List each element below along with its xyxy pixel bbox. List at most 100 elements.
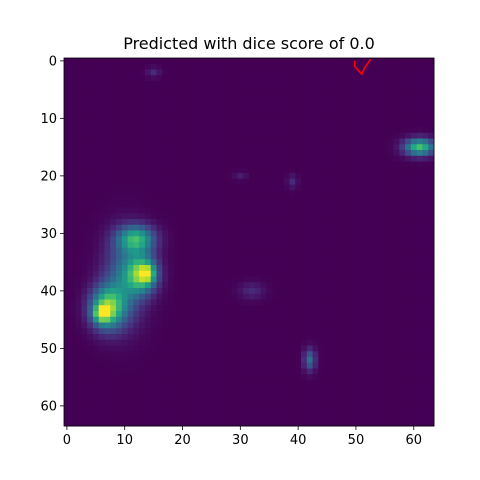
heatmap-cell [422, 414, 429, 421]
heatmap-cell [92, 86, 100, 93]
heatmap-cell [272, 316, 279, 323]
heatmap-cell [69, 213, 76, 220]
heatmap-cell [306, 282, 313, 289]
heatmap-cell [306, 69, 313, 76]
heatmap-cell [237, 236, 244, 243]
heatmap-cell [162, 276, 169, 283]
heatmap-cell [220, 98, 227, 105]
heatmap-cell [428, 138, 435, 145]
heatmap-cell [370, 86, 377, 93]
heatmap-cell [260, 334, 267, 341]
heatmap-cell [168, 397, 175, 404]
heatmap-cell [277, 213, 285, 220]
heatmap-cell [324, 58, 331, 65]
heatmap-cell [231, 276, 238, 283]
heatmap-cell [127, 374, 134, 381]
heatmap-cell [81, 196, 88, 203]
heatmap-cell [225, 276, 233, 283]
heatmap-cell [127, 58, 134, 65]
heatmap-cell [272, 190, 279, 197]
heatmap-cell [353, 121, 360, 128]
heatmap-cell [144, 167, 152, 174]
heatmap-cell [306, 339, 313, 346]
heatmap-cell [92, 230, 100, 237]
heatmap-cell [272, 213, 279, 220]
heatmap-cell [249, 161, 256, 168]
heatmap-cell [87, 207, 94, 214]
heatmap-cell [185, 403, 192, 410]
heatmap-cell [220, 155, 227, 162]
heatmap-cell [249, 259, 256, 266]
y-tick-label: 50 [40, 342, 57, 357]
heatmap-cell [208, 345, 215, 352]
heatmap-cell [295, 115, 302, 122]
heatmap-cell [335, 219, 342, 226]
heatmap-cell [144, 328, 152, 335]
heatmap-cell [150, 219, 157, 226]
heatmap-cell [156, 219, 163, 226]
heatmap-cell [225, 127, 233, 134]
heatmap-cell [243, 98, 250, 105]
heatmap-cell [272, 178, 279, 185]
heatmap-cell [69, 224, 76, 231]
heatmap-cell [376, 63, 383, 70]
heatmap-cell [358, 230, 366, 237]
heatmap-cell [289, 368, 296, 375]
heatmap-cell [312, 322, 319, 329]
heatmap-cell [168, 253, 175, 260]
heatmap-cell [139, 282, 146, 289]
heatmap-cell [341, 374, 348, 381]
heatmap-cell [347, 121, 354, 128]
heatmap-cell [387, 322, 394, 329]
heatmap-cell [266, 213, 273, 220]
heatmap-cell [364, 167, 371, 174]
heatmap-cell [289, 207, 296, 214]
heatmap-cell [376, 127, 383, 134]
heatmap-cell [191, 351, 198, 358]
heatmap-cell [335, 311, 342, 318]
heatmap-cell [318, 270, 325, 277]
heatmap-cell [283, 132, 290, 139]
heatmap-cell [185, 368, 192, 375]
heatmap-cell [237, 247, 244, 254]
heatmap-cell [87, 362, 94, 369]
heatmap-cell [376, 167, 383, 174]
heatmap-cell [196, 81, 204, 88]
heatmap-cell [272, 334, 279, 341]
heatmap-cell [405, 178, 412, 185]
heatmap-cell [329, 299, 337, 306]
heatmap-cell [220, 403, 227, 410]
heatmap-cell [387, 391, 394, 398]
heatmap-cell [410, 190, 418, 197]
heatmap-cell [231, 351, 238, 358]
heatmap-cell [104, 201, 111, 208]
heatmap-cell [127, 109, 134, 116]
heatmap-cell [324, 374, 331, 381]
heatmap-cell [75, 357, 82, 364]
heatmap-cell [191, 236, 198, 243]
heatmap-cell [306, 144, 313, 151]
heatmap-cell [231, 305, 238, 312]
heatmap-cell [295, 86, 302, 93]
heatmap-cell [133, 224, 140, 231]
heatmap-cell [399, 351, 406, 358]
heatmap-cell [214, 414, 221, 421]
heatmap-cell [121, 334, 128, 341]
heatmap-cell [133, 109, 140, 116]
heatmap-cell [87, 138, 94, 145]
heatmap-cell [283, 380, 290, 387]
heatmap-cell [318, 265, 325, 272]
heatmap-cell [324, 357, 331, 364]
heatmap-cell [168, 385, 175, 392]
heatmap-cell [254, 299, 261, 306]
heatmap-cell [260, 213, 267, 220]
heatmap-cell [306, 368, 313, 375]
heatmap-cell [110, 138, 117, 145]
heatmap-cell [75, 230, 82, 237]
heatmap-cell [191, 178, 198, 185]
heatmap-cell [225, 196, 233, 203]
heatmap-cell [179, 161, 186, 168]
heatmap-cell [347, 414, 354, 421]
heatmap-cell [335, 253, 342, 260]
heatmap-cell [428, 253, 435, 260]
